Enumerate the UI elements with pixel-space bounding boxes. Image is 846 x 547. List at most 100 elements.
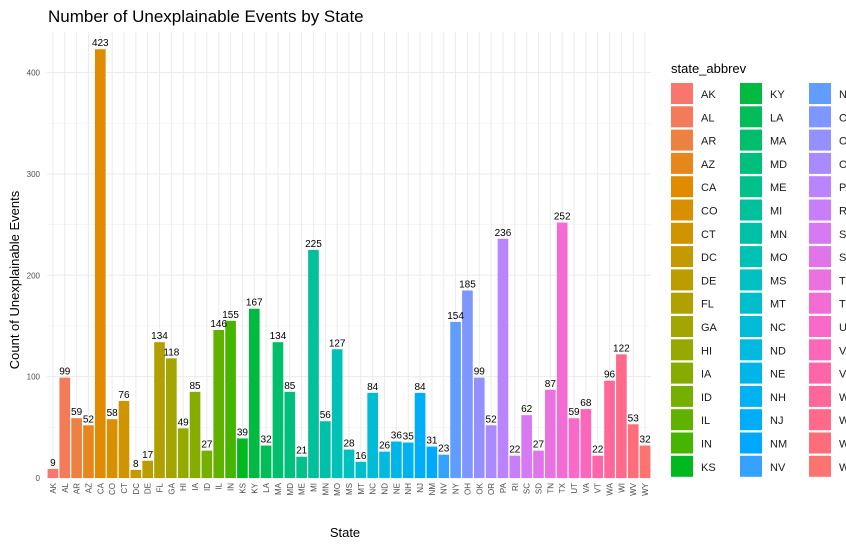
data-label-ga: 118 [163,347,179,358]
bar-nd [379,451,390,478]
x-tick-label: SD [534,483,543,494]
legend-label-hi: HI [701,345,712,357]
data-label-sc: 62 [521,404,533,415]
data-label-mo: 127 [329,338,346,349]
x-tick-label: IL [215,482,224,489]
legend-key-la [740,106,762,128]
x-tick-label: AK [49,482,58,493]
bar-wa [604,380,615,478]
x-tick-label: VT [594,483,603,493]
bar-fl [154,342,165,478]
x-tick-label: OH [463,483,472,495]
legend-label-tx: TX [839,299,846,311]
legend-key-nc [740,316,762,337]
data-label-nd: 26 [379,441,391,452]
data-label-nc: 84 [367,382,379,393]
x-tick-label: NV [440,482,449,494]
legend-key-wa [809,385,831,407]
x-tick-label: LA [262,482,271,492]
legend-key-hi [671,339,693,361]
data-label-mi: 225 [305,239,322,250]
data-label-tn: 87 [545,379,557,390]
data-label-id: 27 [201,440,213,451]
legend-label-ny: NY [839,89,846,101]
bar-dc [130,469,142,478]
x-tick-label: TX [558,482,567,493]
legend-key-oh [809,106,831,128]
data-labels: 9995952423587681713411849852714615539167… [50,38,651,470]
bar-mt [355,461,367,478]
legend-key-in [671,432,693,454]
legend-key-nd [740,339,762,361]
legend-key-wy [809,455,831,477]
bar-wy [639,445,651,478]
x-tick-label: HI [179,483,188,491]
legend-key-tn [809,269,831,291]
data-label-dc: 8 [133,459,139,470]
legend-key-va [809,339,831,361]
legend-label-fl: FL [701,299,714,311]
x-tick-label: ND [381,483,390,495]
x-tick-label: UT [570,483,579,494]
x-tick-label: CA [96,482,105,494]
bar-hi [177,428,189,478]
bar-ok [473,377,485,478]
x-tick-label: PA [499,482,508,493]
bar-nh [402,442,414,478]
bars [47,49,651,479]
data-label-il: 146 [210,319,227,330]
legend-label-al: AL [701,112,714,124]
data-label-al: 99 [59,367,71,378]
data-label-md: 85 [284,381,296,392]
bar-mi [308,249,319,478]
x-tick-label: AL [61,482,70,492]
data-label-ca: 423 [92,38,109,49]
legend-key-nj [740,409,762,431]
x-tick-label: CT [120,483,129,494]
bar-al [59,377,71,478]
legend-label-or: OR [839,159,846,171]
legend-label-pa: PA [839,182,846,194]
data-label-wa: 96 [604,370,616,381]
legend-label-ak: AK [701,89,716,101]
legend-label-ri: RI [839,206,846,218]
y-axis-title: Count of Unexplainable Events [7,190,22,369]
legend-key-ma [740,129,762,151]
legend-key-vt [809,362,831,384]
x-tick-label: RI [511,483,520,491]
x-tick-label: OK [475,482,484,494]
data-label-ny: 154 [447,311,464,322]
x-tick-label: NC [369,483,378,495]
bar-ia [189,391,201,478]
x-tick-label: WI [617,483,626,493]
data-label-ks: 39 [237,427,249,438]
data-label-tx: 252 [554,212,571,223]
legend-label-ca: CA [701,182,717,194]
legend-key-mn [740,222,762,244]
data-label-pa: 236 [495,228,512,239]
data-label-or: 52 [486,414,498,425]
bar-ak [47,468,59,478]
y-axis: 0 100 200 300 400 [27,69,41,483]
x-tick-label: MS [345,483,354,495]
data-label-ak: 9 [50,458,56,469]
x-tick-label: IA [191,482,200,490]
legend-label-mt: MT [770,299,786,311]
bar-ne [391,441,402,478]
data-label-me: 21 [296,446,308,457]
data-label-mn: 56 [320,410,332,421]
data-label-nj: 84 [414,382,426,393]
data-label-ia: 85 [189,381,201,392]
x-tick-label: ME [298,483,307,495]
data-label-de: 17 [142,450,154,461]
x-tick-label: MA [274,482,283,495]
data-label-ct: 76 [118,390,130,401]
x-tick-label: KY [250,482,259,493]
legend-key-ky [740,83,762,104]
legend-key-mi [740,199,762,221]
data-label-ut: 59 [568,407,580,418]
bar-id [201,450,213,478]
bar-tn [545,389,556,478]
bar-or [485,425,497,478]
bar-ri [509,455,521,478]
